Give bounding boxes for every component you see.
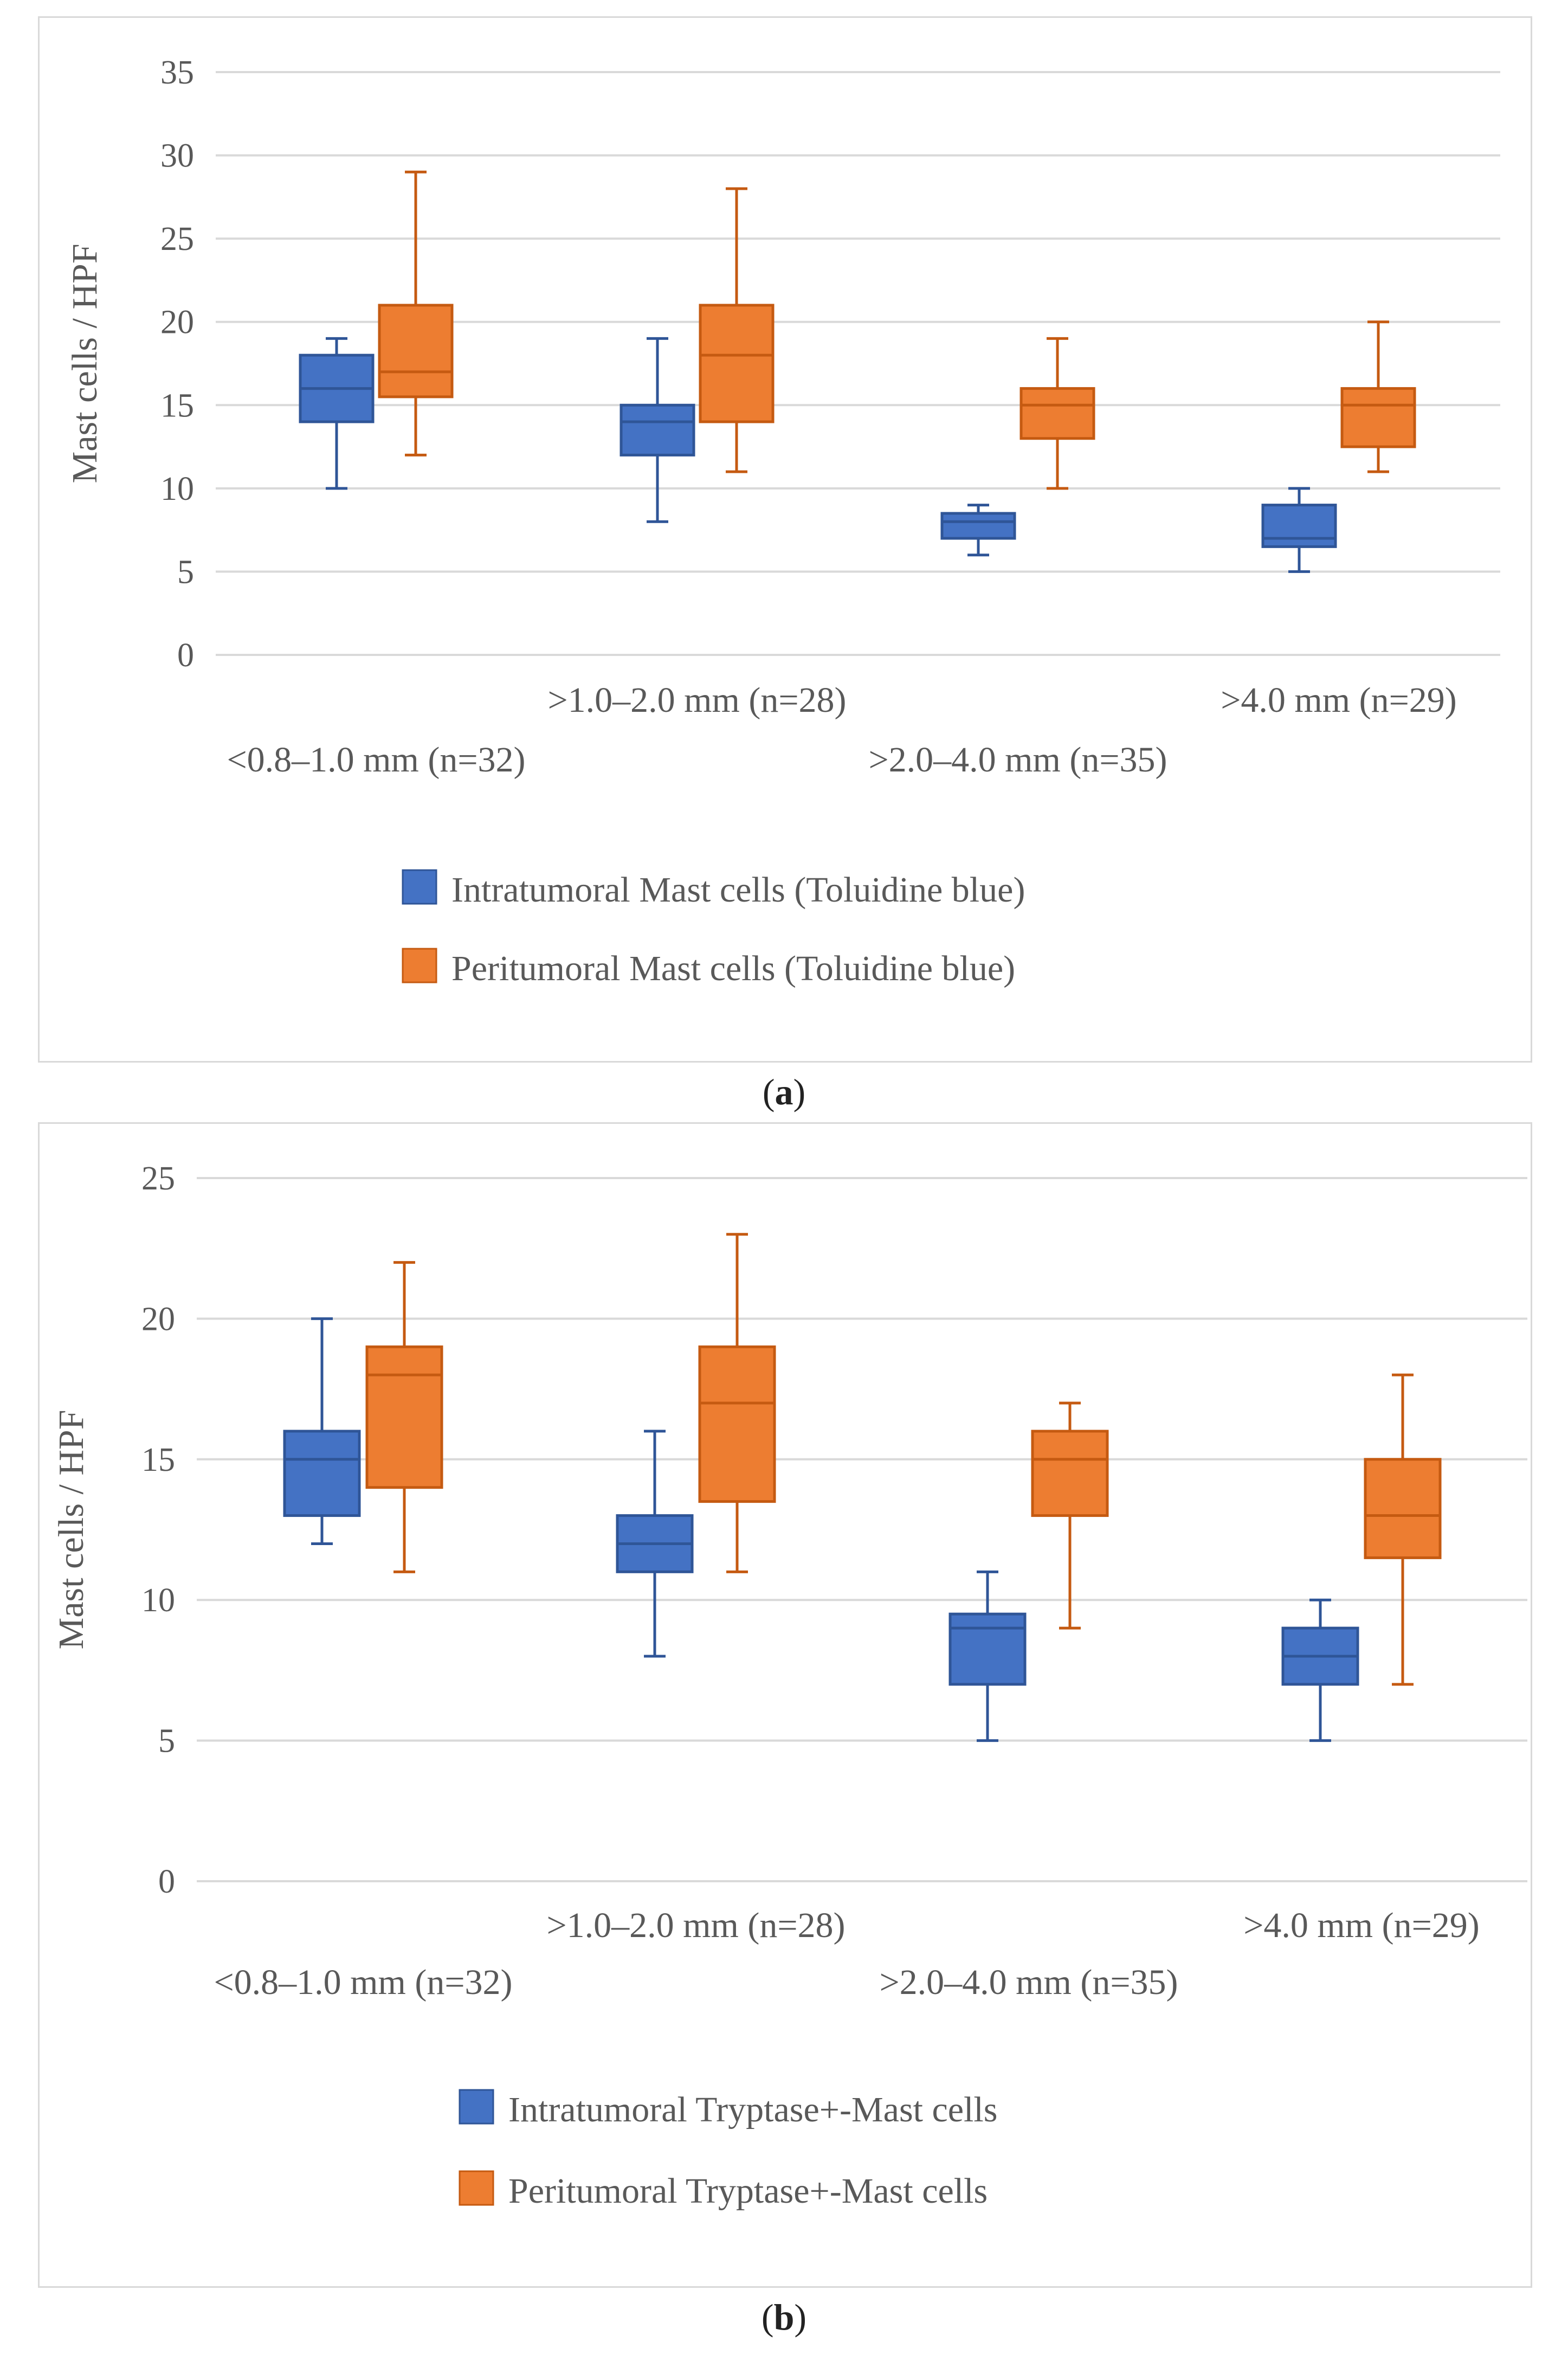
y-tick-label: 25 [141, 1160, 175, 1197]
box-intratumoral [1261, 504, 1337, 548]
y-axis-label: Mast cells / HPF [51, 1410, 91, 1650]
chart-panel-a: 0 5 10 15 20 25 30 35 Mast cells / HPF <0.8–1.0 m… [38, 16, 1532, 1063]
legend-swatch-peritumoral [402, 948, 437, 983]
box-intratumoral [940, 512, 1016, 540]
legend-label-intratumoral: Intratumoral Tryptase+-Mast cells [508, 2090, 997, 2130]
y-tick-label: 30 [160, 138, 194, 175]
y-tick-label: 20 [160, 304, 194, 341]
caption-a: (a) [762, 1071, 806, 1112]
y-tick-label: 5 [177, 554, 194, 590]
box-intratumoral [283, 1430, 361, 1517]
y-tick-label: 0 [177, 637, 194, 674]
y-tick-label: 35 [160, 54, 194, 91]
x-tick-label: >2.0–4.0 mm (n=35) [868, 740, 1167, 780]
legend-swatch-peritumoral [459, 2170, 494, 2206]
y-tick-label: 15 [141, 1442, 175, 1478]
legend-swatch-intratumoral [402, 869, 437, 905]
box-peritumoral [378, 304, 454, 398]
box-peritumoral [699, 304, 775, 423]
x-tick-label: >4.0 mm (n=29) [1221, 680, 1457, 720]
legend-label-peritumoral: Peritumoral Mast cells (Toluidine blue) [451, 949, 1015, 988]
legend-swatch-intratumoral [459, 2089, 494, 2125]
x-tick-label: >1.0–2.0 mm (n=28) [547, 680, 846, 720]
x-tick-label: >2.0–4.0 mm (n=35) [879, 1963, 1178, 2002]
y-tick-label: 5 [158, 1723, 175, 1760]
y-tick-label: 25 [160, 221, 194, 258]
y-tick-label: 10 [160, 471, 194, 507]
chart-panel-b: 0 5 10 15 20 25 Mast cells / HPF <0.8–1.0 mm (n… [38, 1122, 1532, 2288]
box-plot-a: 0 5 10 15 20 25 30 35 Mast cells / HPF <0.8–1.0 m… [65, 54, 1500, 988]
y-tick-label: 0 [158, 1863, 175, 1900]
y-tick-label: 15 [160, 387, 194, 424]
legend-label-intratumoral: Intratumoral Mast cells (Toluidine blue) [451, 870, 1025, 910]
box-peritumoral [1019, 387, 1095, 440]
y-tick-label: 10 [141, 1582, 175, 1619]
box-peritumoral [698, 1345, 776, 1503]
box-plot-b: 0 5 10 15 20 25 Mast cells / HPF <0.8–1.0 mm (n… [51, 1160, 1527, 2211]
box-intratumoral [620, 403, 695, 456]
legend-label-peritumoral: Peritumoral Tryptase+-Mast cells [508, 2171, 988, 2211]
box-peritumoral [1340, 387, 1416, 448]
box-peritumoral [1031, 1430, 1109, 1517]
box-peritumoral [365, 1345, 443, 1489]
x-tick-label: >1.0–2.0 mm (n=28) [546, 1906, 845, 1945]
y-tick-label: 20 [141, 1301, 175, 1337]
y-axis-label: Mast cells / HPF [65, 244, 105, 484]
box-peritumoral [1364, 1458, 1442, 1559]
caption-b: (b) [761, 2296, 807, 2338]
x-tick-label: >4.0 mm (n=29) [1243, 1906, 1480, 1945]
x-tick-label: <0.8–1.0 mm (n=32) [214, 1963, 512, 2002]
x-tick-label: <0.8–1.0 mm (n=32) [227, 740, 525, 780]
box-intratumoral [948, 1612, 1027, 1686]
